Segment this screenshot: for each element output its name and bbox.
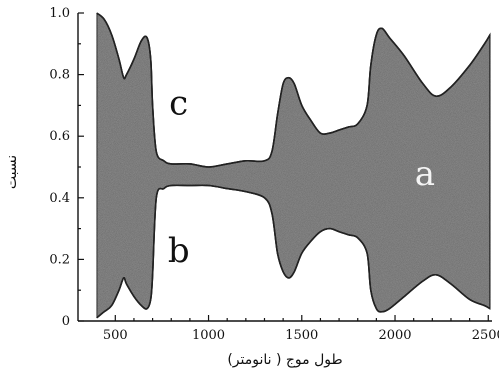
y-tick-label: 0.2 (49, 252, 70, 267)
y-tick-label: 0.4 (49, 191, 70, 206)
x-axis-title: طول موج ( نانومتر) (227, 352, 342, 368)
upper-envelope-line (96, 12, 491, 168)
x-tick-label: 1000 (192, 328, 225, 343)
band-layer (95, 11, 491, 320)
region-label-c: c (169, 83, 188, 123)
y-tick-label: 0 (62, 314, 70, 329)
y-tick-label: 0.6 (49, 129, 70, 144)
y-axis-title: نسبت (4, 155, 20, 189)
x-tick-label: 500 (103, 328, 128, 343)
lower-envelope-line (96, 184, 491, 319)
y-tick-label: 0.8 (49, 68, 70, 83)
label-layer: c a b (168, 83, 435, 271)
region-label-a: a (415, 154, 435, 194)
region-label-b: b (168, 231, 190, 271)
x-tick-label: 1500 (285, 328, 318, 343)
x-tick-label: 2000 (378, 328, 411, 343)
y-tick-label: 1.0 (49, 6, 70, 21)
